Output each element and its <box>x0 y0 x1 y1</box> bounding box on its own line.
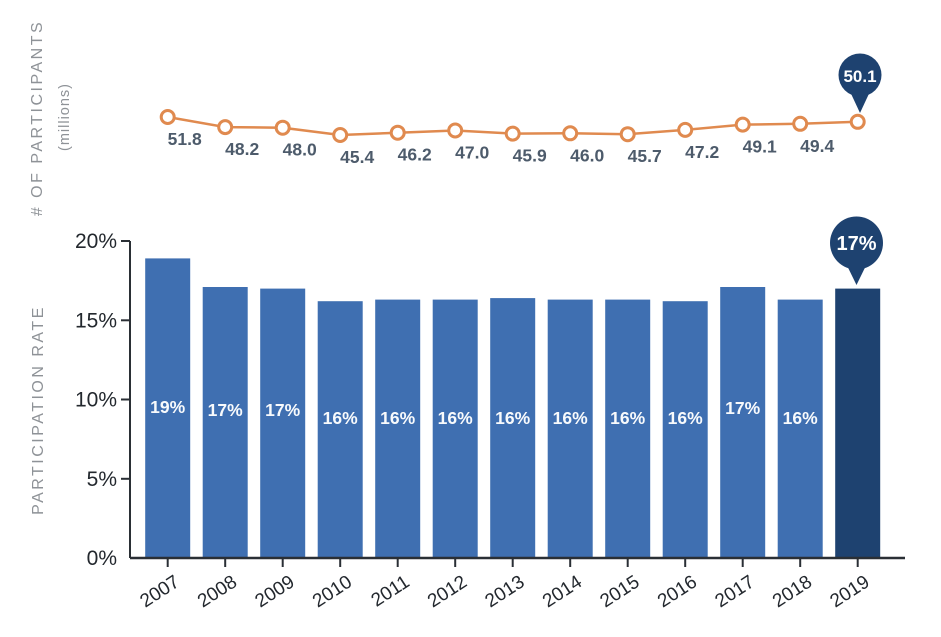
bar-2008 <box>202 287 248 558</box>
point-label-2010: 45.4 <box>340 147 374 167</box>
bar-label-2011: 16% <box>380 408 415 428</box>
x-tick-label-2007: 2007 <box>137 572 184 613</box>
marker-2012 <box>447 122 464 139</box>
marker-2008 <box>217 119 234 136</box>
participants-axis-title: # OF PARTICIPANTS <box>29 19 46 217</box>
y-tick-label: 0% <box>87 547 117 570</box>
x-tick-label-2009: 2009 <box>252 572 299 613</box>
marker-2007 <box>159 109 176 125</box>
point-label-2015: 45.7 <box>628 146 662 166</box>
x-tick-label-2010: 2010 <box>309 572 356 613</box>
participants-callout-tail <box>850 91 870 113</box>
marker-2016 <box>677 121 694 138</box>
point-label-2013: 45.9 <box>513 146 547 166</box>
bar-label-2015: 16% <box>610 408 645 428</box>
x-tick-label-2018: 2018 <box>769 572 816 613</box>
marker-2015 <box>619 126 636 143</box>
x-tick-label-2014: 2014 <box>539 571 586 612</box>
rate-callout-bubble <box>830 216 883 270</box>
point-label-2017: 49.1 <box>743 137 777 157</box>
rate-callout-tail <box>846 264 867 285</box>
bar-2018 <box>777 299 823 558</box>
x-tick-label-2019: 2019 <box>827 572 874 613</box>
bar-label-2014: 16% <box>553 408 588 428</box>
bar-2007 <box>145 258 191 558</box>
point-label-2009: 48.0 <box>283 140 317 160</box>
bar-label-2012: 16% <box>438 408 473 428</box>
marker-2010 <box>332 127 349 143</box>
x-tick-label-2017: 2017 <box>712 572 759 613</box>
x-tick-label-2011: 2011 <box>368 572 414 612</box>
bar-label-2009: 17% <box>265 400 300 420</box>
rate-callout-text: 17% <box>836 233 876 255</box>
bar-2013 <box>490 298 536 558</box>
x-tick-label-2013: 2013 <box>482 572 529 613</box>
bar-2014 <box>547 299 593 558</box>
x-tick-label-2012: 2012 <box>424 572 471 613</box>
point-label-2007: 51.8 <box>168 129 202 149</box>
participants-callout-text: 50.1 <box>843 67 876 86</box>
point-label-2011: 46.2 <box>398 145 432 165</box>
bar-2017 <box>720 287 766 558</box>
point-label-2018: 49.4 <box>800 136 834 156</box>
point-label-2008: 48.2 <box>225 139 259 159</box>
marker-2014 <box>562 125 579 142</box>
bar-2015 <box>605 299 651 558</box>
x-tick-label-2016: 2016 <box>654 572 701 613</box>
y-tick-label: 5% <box>87 468 117 491</box>
bar-label-2010: 16% <box>323 408 358 428</box>
bar-label-2016: 16% <box>668 408 703 428</box>
y-tick-label: 20% <box>75 230 117 253</box>
point-label-2012: 47.0 <box>455 143 489 163</box>
y-tick-label: 10% <box>75 389 117 412</box>
bar-2010 <box>317 301 363 558</box>
bar-2011 <box>375 299 421 558</box>
bar-label-2013: 16% <box>495 408 530 428</box>
y-tick-label: 15% <box>75 309 117 332</box>
marker-2009 <box>274 119 291 136</box>
marker-2013 <box>504 125 521 142</box>
bar-label-2017: 17% <box>725 398 760 418</box>
marker-2017 <box>734 116 751 133</box>
rate-axis-title: PARTICIPATION RATE <box>30 305 47 515</box>
marker-2011 <box>389 124 406 141</box>
bar-label-2018: 16% <box>783 408 818 428</box>
x-tick-label-2008: 2008 <box>194 572 241 613</box>
participants-callout-bubble <box>838 53 882 97</box>
bar-2009 <box>260 288 306 558</box>
point-label-2014: 46.0 <box>570 145 604 165</box>
bar-2012 <box>432 299 478 558</box>
bar-2019 <box>835 288 881 558</box>
x-tick-label-2015: 2015 <box>597 572 644 613</box>
bar-label-2008: 17% <box>208 400 243 420</box>
marker-2019 <box>849 113 866 130</box>
marker-2018 <box>792 115 809 132</box>
bar-label-2007: 19% <box>150 397 185 417</box>
point-label-2016: 47.2 <box>685 142 719 162</box>
bar-2016 <box>662 301 708 558</box>
participants-axis-unit: (millions) <box>57 83 73 151</box>
